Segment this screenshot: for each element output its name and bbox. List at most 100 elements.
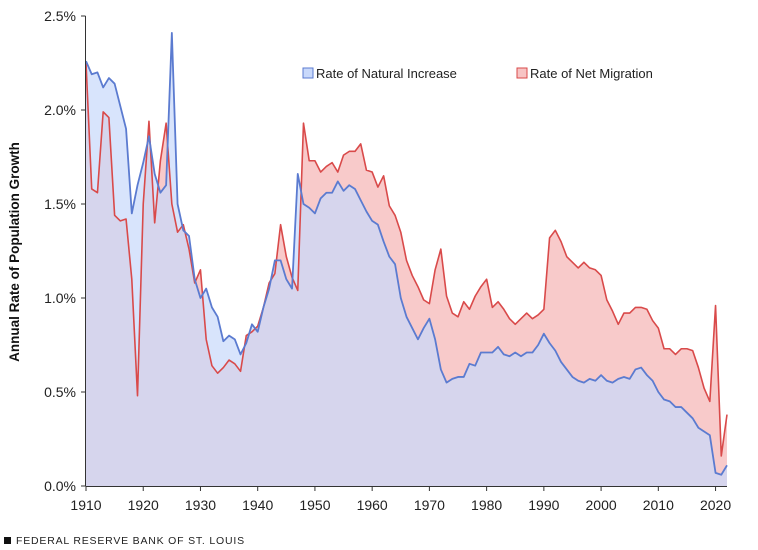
legend: Rate of Natural Increase Rate of Net Mig…: [302, 66, 653, 81]
net-migration-point-2017: [697, 366, 699, 368]
fed-square-icon: [4, 537, 11, 544]
net-migration-point-2004: [623, 312, 625, 314]
x-tick-label: 2020: [700, 497, 731, 513]
natural-increase-point-1995: [571, 376, 573, 378]
natural-increase-point-1985: [514, 351, 516, 353]
net-migration-point-1929: [194, 282, 196, 284]
net-migration-point-1999: [594, 269, 596, 271]
natural-increase-point-1941: [262, 306, 264, 308]
natural-increase-point-1954: [337, 180, 339, 182]
net-migration-point-1972: [440, 248, 442, 250]
natural-increase-point-2020: [714, 472, 716, 474]
natural-increase-point-1970: [428, 317, 430, 319]
legend-swatch-natural-increase: [302, 67, 314, 79]
y-axis-title: Annual Rate of Population Growth: [7, 142, 22, 362]
natural-increase-point-1935: [228, 334, 230, 336]
net-migration-point-1982: [497, 301, 499, 303]
net-migration-point-2021: [720, 455, 722, 457]
net-migration-point-1946: [291, 276, 293, 278]
net-migration-point-1960: [371, 171, 373, 173]
net-migration-point-1956: [348, 150, 350, 152]
net-migration-point-1947: [297, 289, 299, 291]
net-migration-point-1993: [560, 240, 562, 242]
y-axis: 0.0% 0.5% 1.0% 1.5% 2.0% 2.5%: [44, 8, 86, 494]
natural-increase-point-1917: [125, 128, 127, 130]
net-migration-point-1935: [228, 359, 230, 361]
net-migration-point-1926: [176, 231, 178, 233]
net-migration-point-1985: [514, 323, 516, 325]
natural-increase-point-1913: [102, 86, 104, 88]
x-tick-label: 1920: [128, 497, 159, 513]
natural-increase-point-1931: [205, 287, 207, 289]
natural-increase-point-1975: [457, 376, 459, 378]
natural-increase-point-2022: [726, 464, 728, 466]
y-tick-label: 0.0%: [44, 478, 76, 494]
natural-increase-point-1944: [279, 259, 281, 261]
natural-increase-point-1934: [222, 340, 224, 342]
natural-increase-point-1919: [136, 184, 138, 186]
natural-increase-point-1990: [543, 333, 545, 335]
natural-increase-point-1956: [348, 184, 350, 186]
net-migration-point-1976: [463, 301, 465, 303]
net-migration-point-2003: [617, 323, 619, 325]
natural-increase-point-1988: [531, 351, 533, 353]
net-migration-point-1918: [131, 278, 133, 280]
natural-increase-point-1973: [445, 381, 447, 383]
natural-increase-point-1961: [377, 223, 379, 225]
net-migration-point-1916: [119, 220, 121, 222]
natural-increase-point-1947: [297, 173, 299, 175]
net-migration-point-1927: [182, 223, 184, 225]
y-tick-label: 2.5%: [44, 8, 76, 24]
net-migration-point-1988: [531, 317, 533, 319]
natural-increase-point-1928: [188, 235, 190, 237]
natural-increase-point-1977: [468, 363, 470, 365]
net-migration-point-1969: [422, 299, 424, 301]
natural-increase-line: [85, 32, 728, 476]
net-migration-point-1940: [257, 325, 259, 327]
natural-increase-point-1986: [520, 355, 522, 357]
net-migration-point-1997: [583, 261, 585, 263]
natural-increase-point-1914: [108, 77, 110, 79]
net-migration-point-1939: [251, 331, 253, 333]
natural-increase-point-1962: [382, 240, 384, 242]
net-migration-point-1977: [468, 308, 470, 310]
natural-increase-point-2021: [720, 474, 722, 476]
natural-increase-point-1948: [302, 203, 304, 205]
natural-increase-point-1998: [588, 378, 590, 380]
net-migration-point-2015: [686, 348, 688, 350]
net-migration-point-1942: [268, 282, 270, 284]
natural-increase-point-1966: [405, 316, 407, 318]
natural-increase-point-2018: [703, 430, 705, 432]
net-migration-point-1986: [520, 317, 522, 319]
net-migration-point-1948: [302, 122, 304, 124]
net-migration-point-1954: [337, 171, 339, 173]
source-footer: FEDERAL RESERVE BANK OF ST. LOUIS: [4, 535, 245, 547]
natural-increase-point-1936: [234, 338, 236, 340]
y-tick-label: 0.5%: [44, 384, 76, 400]
natural-increase-point-1949: [308, 207, 310, 209]
net-migration-point-2001: [606, 299, 608, 301]
natural-increase-point-1933: [216, 316, 218, 318]
net-migration-point-1949: [308, 160, 310, 162]
x-tick-label: 1950: [299, 497, 330, 513]
natural-increase-point-2004: [623, 376, 625, 378]
net-migration-point-2007: [640, 306, 642, 308]
natural-increase-point-2016: [691, 417, 693, 419]
natural-increase-point-1955: [342, 190, 344, 192]
net-migration-point-1996: [577, 267, 579, 269]
net-migration-point-2013: [674, 353, 676, 355]
net-migration-point-2002: [611, 310, 613, 312]
net-migration-point-1989: [537, 314, 539, 316]
natural-increase-point-2007: [640, 366, 642, 368]
y-tick-label: 2.0%: [44, 102, 76, 118]
natural-increase-point-1984: [508, 355, 510, 357]
legend-label-net-migration: Rate of Net Migration: [530, 66, 653, 81]
net-migration-point-1961: [377, 186, 379, 188]
net-migration-point-1943: [274, 272, 276, 274]
net-migration-point-1991: [548, 237, 550, 239]
net-migration-point-1992: [554, 229, 556, 231]
net-migration-point-1963: [388, 205, 390, 207]
natural-increase-point-1940: [257, 331, 259, 333]
natural-increase-point-1951: [319, 197, 321, 199]
natural-increase-point-2019: [709, 434, 711, 436]
